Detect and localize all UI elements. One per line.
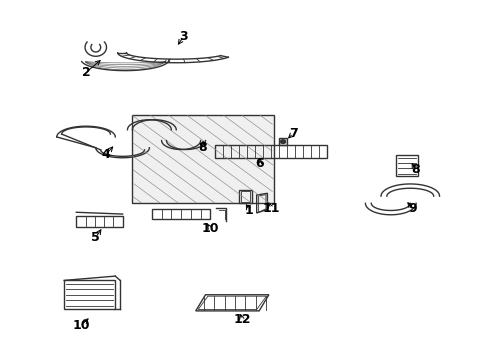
Bar [64, 280, 115, 309]
Bar [215, 145, 327, 158]
Polygon shape [132, 116, 273, 203]
Text: 1: 1 [244, 204, 253, 217]
Circle shape [280, 140, 285, 143]
Text: 9: 9 [407, 202, 416, 215]
Text: 5: 5 [91, 231, 100, 244]
Bar [278, 138, 287, 145]
Bar [395, 155, 417, 176]
Text: 12: 12 [233, 313, 250, 327]
Text: 10: 10 [72, 319, 90, 332]
Text: 10: 10 [201, 222, 219, 235]
Bar [240, 191, 250, 202]
Text: 2: 2 [81, 66, 90, 79]
Text: 4: 4 [101, 148, 110, 161]
Text: 8: 8 [198, 141, 207, 154]
Bar [238, 190, 252, 203]
Bar [152, 209, 210, 220]
Text: 3: 3 [179, 30, 187, 43]
Text: 8: 8 [410, 163, 419, 176]
Bar [76, 216, 122, 226]
Text: 6: 6 [254, 157, 263, 170]
Text: 7: 7 [288, 127, 297, 140]
Text: 11: 11 [262, 202, 280, 215]
